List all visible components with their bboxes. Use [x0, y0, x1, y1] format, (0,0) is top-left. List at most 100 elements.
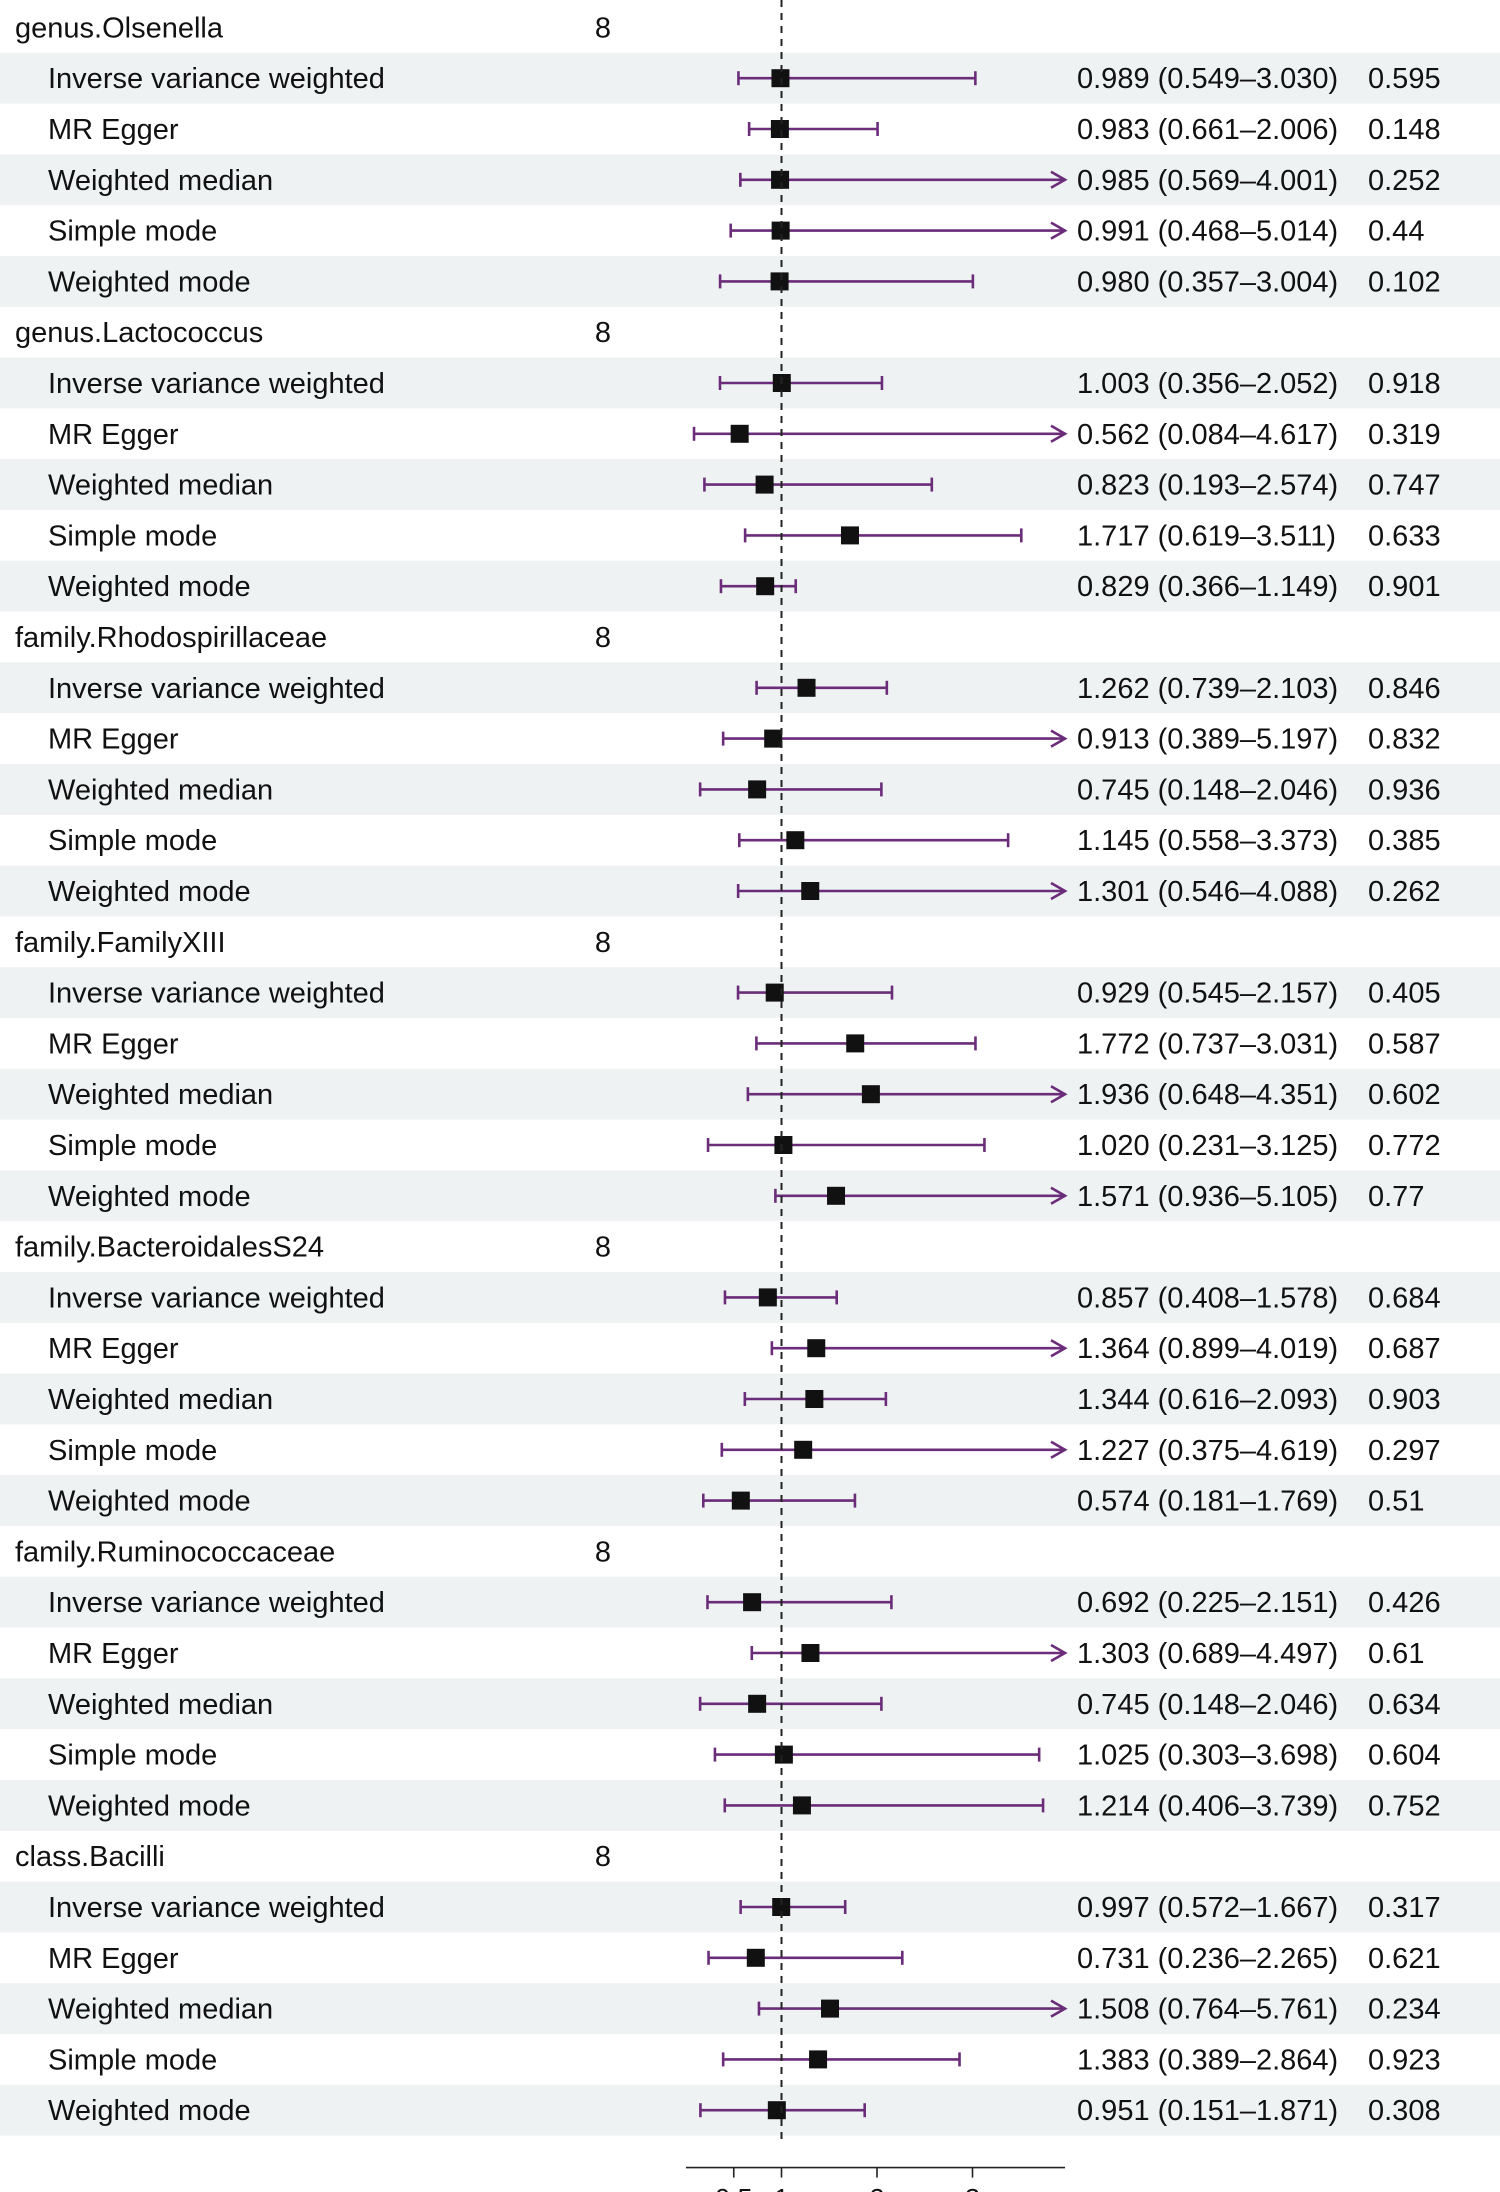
or-point: [758, 1288, 777, 1307]
or-ci-value: 0.829 (0.366–1.149): [1077, 571, 1338, 603]
p-value: 0.317: [1368, 1892, 1441, 1924]
p-value: 0.148: [1368, 114, 1441, 146]
group-label: family.Ruminococcaceae: [15, 1536, 335, 1568]
method-label: MR Egger: [48, 1943, 179, 1975]
or-ci-value: 1.344 (0.616–2.093): [1077, 1384, 1338, 1416]
method-label: Simple mode: [48, 216, 217, 248]
or-point: [821, 1999, 840, 2018]
method-label: Inverse variance weighted: [48, 673, 385, 705]
method-label: Weighted median: [48, 774, 273, 806]
p-value: 0.234: [1368, 1994, 1441, 2026]
or-point: [809, 2050, 828, 2069]
method-label: Weighted median: [48, 1079, 273, 1111]
row-stripe: [0, 1170, 1500, 1222]
method-label: Weighted median: [48, 1994, 273, 2026]
p-value: 0.385: [1368, 825, 1441, 857]
group-label: class.Bacilli: [15, 1841, 165, 1873]
method-label: Inverse variance weighted: [48, 63, 385, 95]
group-label: family.BacteroidalesS24: [15, 1232, 324, 1264]
x-tick-label: 0.5: [715, 2184, 753, 2192]
or-point: [774, 1136, 793, 1154]
or-ci-value: 1.020 (0.231–3.125): [1077, 1130, 1338, 1162]
or-point: [743, 1593, 762, 1612]
p-value: 0.918: [1368, 368, 1441, 400]
p-value: 0.51: [1368, 1486, 1424, 1518]
row-stripes: [0, 52, 1500, 2136]
or-ci-value: 0.980 (0.357–3.004): [1077, 266, 1338, 298]
or-point: [846, 1034, 865, 1053]
p-value: 0.262: [1368, 876, 1441, 908]
or-ci-value: 0.997 (0.572–1.667): [1077, 1892, 1338, 1924]
method-label: Simple mode: [48, 1130, 217, 1162]
or-point: [771, 170, 790, 189]
p-value: 0.901: [1368, 571, 1441, 603]
or-point: [770, 272, 789, 291]
or-ci-value: 0.929 (0.545–2.157): [1077, 978, 1338, 1010]
or-point: [801, 1644, 820, 1662]
p-value: 0.634: [1368, 1689, 1441, 1721]
p-value: 0.252: [1368, 165, 1441, 197]
or-ci-value: 1.571 (0.936–5.105): [1077, 1181, 1338, 1213]
row-stripe: [0, 662, 1500, 714]
row-labels: genus.Olsenella 8 Inverse variance weighte…: [15, 12, 1441, 2127]
or-ci-value: 0.985 (0.569–4.001): [1077, 165, 1338, 197]
or-ci-value: 0.562 (0.084–4.617): [1077, 419, 1338, 451]
or-ci-value: 1.301 (0.546–4.088): [1077, 876, 1338, 908]
or-ci-value: 0.951 (0.151–1.871): [1077, 2095, 1338, 2127]
x-tick-label: 1: [774, 2184, 789, 2192]
or-ci-value: 0.574 (0.181–1.769): [1077, 1486, 1338, 1518]
or-point: [794, 1440, 813, 1459]
or-ci-value: 0.745 (0.148–2.046): [1077, 1689, 1338, 1721]
or-point: [801, 882, 820, 900]
or-ci-value: 1.364 (0.899–4.019): [1077, 1333, 1338, 1365]
or-ci-value: 0.857 (0.408–1.578): [1077, 1282, 1338, 1314]
p-value: 0.687: [1368, 1333, 1441, 1365]
nsnp-value: 8: [595, 1841, 611, 1873]
p-value: 0.633: [1368, 520, 1441, 552]
p-value: 0.426: [1368, 1587, 1441, 1619]
p-value: 0.61: [1368, 1638, 1424, 1670]
or-point: [767, 2101, 786, 2120]
or-ci-value: 1.145 (0.558–3.373): [1077, 825, 1338, 857]
method-label: Inverse variance weighted: [48, 1892, 385, 1924]
p-value: 0.319: [1368, 419, 1441, 451]
or-ci-value: 1.227 (0.375–4.619): [1077, 1435, 1338, 1467]
or-point: [861, 1085, 880, 1104]
ci-arrow-marker: [1050, 729, 1068, 748]
or-point: [797, 678, 816, 697]
p-value: 0.846: [1368, 673, 1441, 705]
x-tick-label: 2: [869, 2184, 884, 2192]
or-point: [764, 729, 783, 748]
or-ci-value: 0.731 (0.236–2.265): [1077, 1943, 1338, 1975]
method-label: Simple mode: [48, 1435, 217, 1467]
nsnp-value: 8: [595, 1232, 611, 1264]
method-label: Weighted mode: [48, 1181, 251, 1213]
x-tick-label: 3: [965, 2184, 980, 2192]
ci-arrow-marker: [1050, 424, 1068, 443]
or-ci-value: 1.003 (0.356–2.052): [1077, 368, 1338, 400]
ci-arrow-marker: [1050, 1186, 1068, 1205]
p-value: 0.602: [1368, 1079, 1441, 1111]
or-ci-value: 0.913 (0.389–5.197): [1077, 724, 1338, 756]
nsnp-value: 8: [595, 1536, 611, 1568]
p-value: 0.684: [1368, 1282, 1441, 1314]
method-label: MR Egger: [48, 1638, 179, 1670]
ci-arrow-marker: [1050, 1643, 1068, 1663]
method-label: Simple mode: [48, 520, 217, 552]
p-value: 0.832: [1368, 724, 1441, 756]
or-point: [786, 831, 805, 850]
or-point: [748, 1694, 767, 1713]
or-point: [731, 1491, 750, 1510]
method-label: Inverse variance weighted: [48, 1587, 385, 1619]
method-label: Weighted mode: [48, 1486, 251, 1518]
or-point: [805, 1390, 824, 1408]
p-value: 0.604: [1368, 1740, 1441, 1772]
or-point: [827, 1186, 846, 1205]
or-ci-value: 0.692 (0.225–2.151): [1077, 1587, 1338, 1619]
method-label: MR Egger: [48, 724, 179, 756]
or-point: [771, 221, 790, 240]
or-ci-value: 0.745 (0.148–2.046): [1077, 774, 1338, 806]
method-label: Simple mode: [48, 2044, 217, 2076]
ci-arrow-marker: [1050, 1339, 1068, 1358]
